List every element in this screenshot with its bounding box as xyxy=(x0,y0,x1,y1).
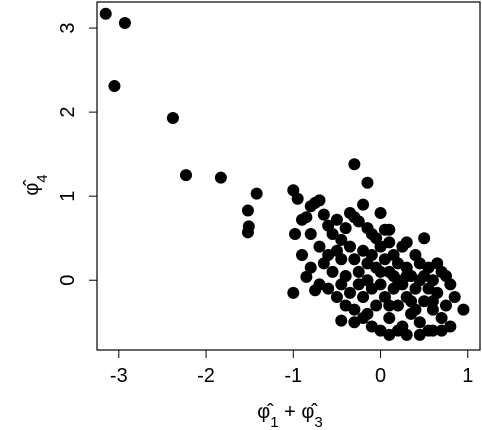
point xyxy=(357,312,370,325)
label-part: 3 xyxy=(314,414,322,430)
point xyxy=(304,228,317,240)
point xyxy=(374,265,387,278)
point xyxy=(448,291,461,304)
point xyxy=(344,240,357,253)
point xyxy=(289,228,302,240)
point xyxy=(322,282,335,295)
point xyxy=(313,194,326,207)
point xyxy=(296,249,309,262)
point xyxy=(422,282,435,295)
point xyxy=(352,215,365,228)
point xyxy=(400,270,413,283)
label-part: φ̂ xyxy=(257,401,274,423)
point xyxy=(439,299,452,312)
point xyxy=(357,291,370,304)
x-axis-label: φ̂1 + φ̂3 xyxy=(257,401,322,430)
y-tick-label: 2 xyxy=(57,107,79,118)
point xyxy=(361,176,374,189)
label-part: 1 xyxy=(270,414,278,430)
point xyxy=(357,198,370,211)
x-tick-label: 0 xyxy=(375,365,386,387)
point xyxy=(413,274,426,287)
point xyxy=(300,211,313,224)
point xyxy=(374,206,387,219)
point xyxy=(418,232,431,245)
y-tick-label: 0 xyxy=(57,275,79,286)
point xyxy=(241,204,254,217)
x-tick-label: -2 xyxy=(197,365,215,387)
point xyxy=(435,324,448,337)
point xyxy=(118,17,131,30)
point xyxy=(409,303,422,316)
x-tick-label: 1 xyxy=(462,365,473,387)
point xyxy=(339,222,352,235)
point xyxy=(413,328,426,341)
point xyxy=(418,295,431,308)
plot-frame xyxy=(96,1,481,351)
point xyxy=(300,270,313,283)
point xyxy=(435,312,448,325)
point xyxy=(348,303,361,316)
point xyxy=(287,286,300,299)
point xyxy=(242,220,255,233)
y-tick-label: 1 xyxy=(57,191,79,202)
point xyxy=(383,299,396,312)
label-part: 4 xyxy=(34,174,51,182)
point xyxy=(457,303,470,316)
point xyxy=(344,286,357,299)
point xyxy=(335,278,348,291)
label-part: + φ̂ xyxy=(279,401,319,423)
point xyxy=(313,240,326,253)
point xyxy=(291,192,304,205)
point xyxy=(335,233,348,246)
point xyxy=(166,112,179,124)
point xyxy=(326,265,339,278)
point xyxy=(326,228,339,240)
point xyxy=(335,314,348,327)
point xyxy=(330,291,343,304)
point xyxy=(317,208,330,221)
point xyxy=(99,7,112,20)
point xyxy=(400,328,413,341)
x-tick-label: -1 xyxy=(284,365,302,387)
point xyxy=(370,299,383,312)
point xyxy=(413,316,426,329)
point xyxy=(304,261,317,274)
point xyxy=(400,236,413,249)
point xyxy=(348,158,361,171)
point xyxy=(179,169,192,182)
point xyxy=(426,303,439,316)
point xyxy=(361,274,374,287)
point xyxy=(330,213,343,226)
y-tick-label: 3 xyxy=(57,22,79,33)
x-tick-label: -3 xyxy=(110,365,128,387)
y-axis-label: φ̂4 xyxy=(21,174,51,195)
point xyxy=(108,80,121,93)
point xyxy=(426,295,439,308)
point xyxy=(250,187,263,200)
point xyxy=(365,249,378,262)
point xyxy=(444,278,457,291)
point xyxy=(426,324,439,337)
point xyxy=(374,278,387,291)
point xyxy=(348,253,361,266)
point xyxy=(383,312,396,325)
point xyxy=(391,299,404,312)
point xyxy=(335,253,348,266)
point xyxy=(370,232,383,245)
label-part: φ̂ xyxy=(21,179,43,196)
point xyxy=(214,171,227,184)
point xyxy=(383,223,396,236)
point xyxy=(352,265,365,278)
